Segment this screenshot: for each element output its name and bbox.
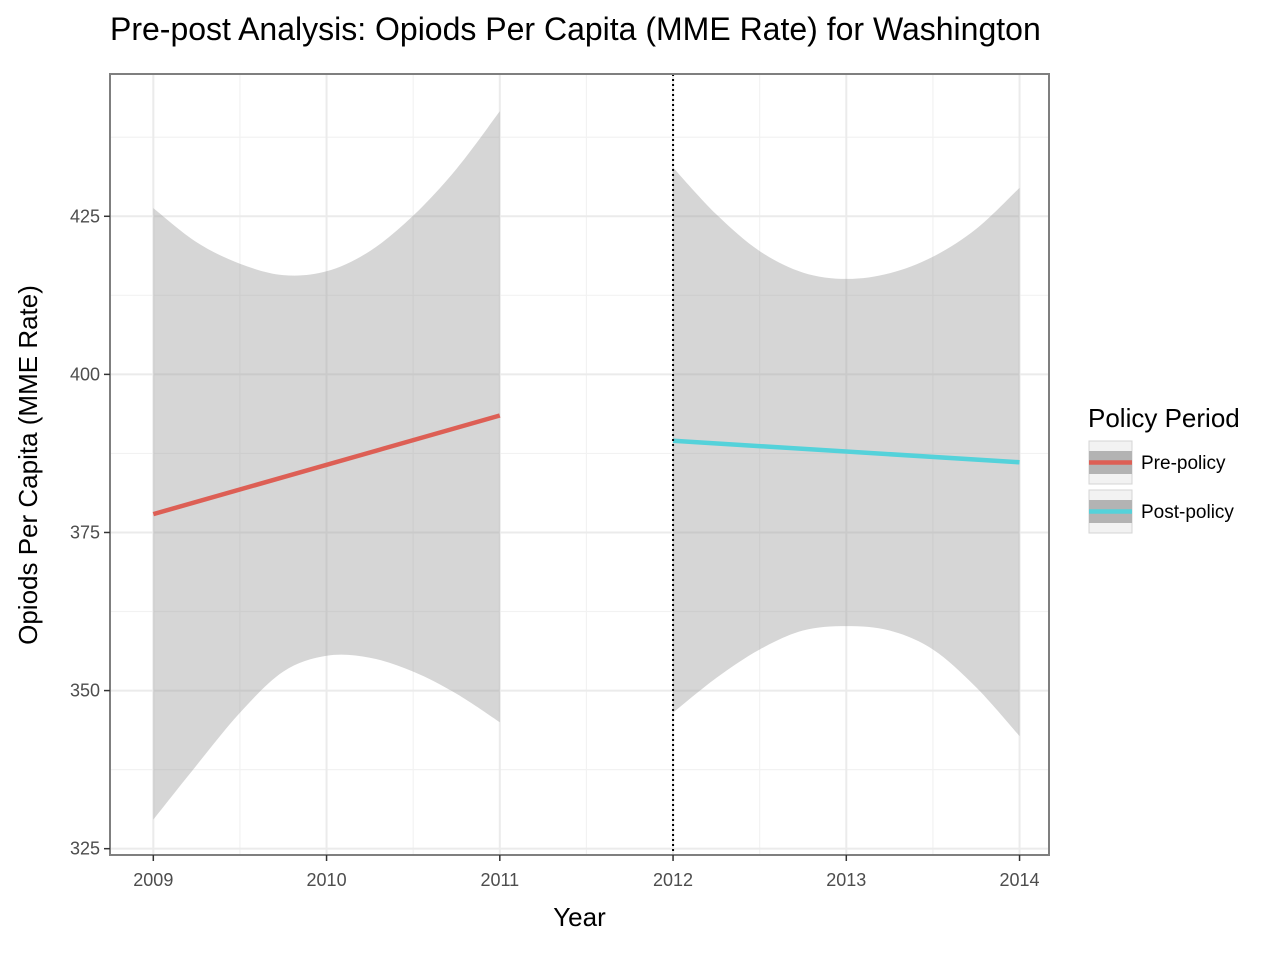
x-tick-label: 2011 [480, 870, 519, 890]
y-tick-label: 375 [70, 522, 100, 542]
x-tick-label: 2013 [826, 870, 866, 890]
y-tick-label: 350 [70, 681, 100, 701]
trend-line-pre-policy [152, 413, 501, 517]
trend-line-post-policy [672, 438, 1020, 465]
legend-label: Post-policy [1141, 502, 1234, 523]
y-tick-label: 400 [70, 364, 100, 384]
legend-title: Policy Period [1088, 403, 1240, 433]
legend: Policy Period Pre-policy Post-policy [1088, 403, 1240, 534]
x-tick-label: 2010 [307, 870, 347, 890]
y-tick-label: 325 [70, 839, 100, 859]
legend-item-pre-policy: Pre-policy [1088, 440, 1226, 485]
y-axis: 325 350 375 400 425 [70, 206, 110, 859]
y-tick-label: 425 [70, 206, 100, 226]
legend-item-post-policy: Post-policy [1088, 489, 1234, 534]
x-tick-label: 2009 [133, 870, 173, 890]
panel-border [109, 73, 1050, 856]
x-tick-label: 2014 [1000, 870, 1040, 890]
x-tick-label: 2012 [653, 870, 693, 890]
panel-background [110, 74, 1049, 855]
minor-grid [110, 74, 1049, 855]
plot-panel [109, 73, 1050, 856]
trend-lines [152, 413, 1020, 517]
chart-title: Pre-post Analysis: Opiods Per Capita (MM… [110, 11, 1041, 47]
y-axis-title: Opiods Per Capita (MME Rate) [13, 285, 43, 645]
legend-label: Pre-policy [1141, 453, 1226, 474]
x-axis-title: Year [553, 902, 606, 932]
x-axis: 2009 2010 2011 2012 2013 2014 [133, 855, 1040, 890]
